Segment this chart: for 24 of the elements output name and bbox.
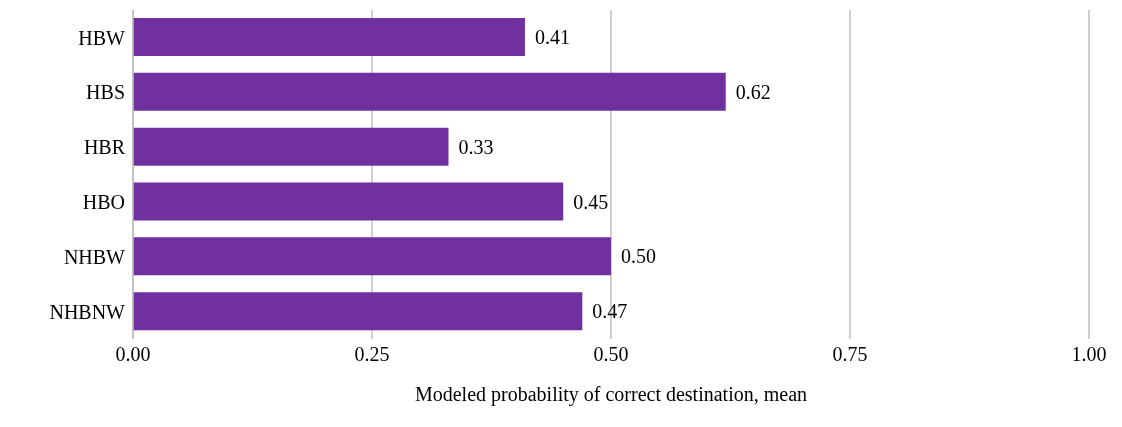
y-tick-label: HBR bbox=[83, 136, 126, 159]
y-tick-label: NHBNW bbox=[49, 300, 126, 323]
data-label: 0.45 bbox=[573, 190, 609, 213]
data-label: 0.50 bbox=[621, 245, 656, 268]
bar bbox=[133, 127, 449, 166]
bar bbox=[133, 237, 611, 276]
data-label: 0.47 bbox=[592, 300, 628, 323]
y-tick-label: HBS bbox=[86, 81, 125, 104]
y-tick-label: HBO bbox=[82, 191, 125, 214]
x-tick-label: 0.25 bbox=[354, 343, 390, 366]
bar bbox=[133, 72, 726, 111]
bar bbox=[133, 292, 583, 331]
x-axis-title: Modeled probability of correct destination, mean bbox=[414, 383, 808, 406]
x-tick-label: 0.00 bbox=[115, 343, 151, 366]
x-tick-label: 0.50 bbox=[593, 343, 629, 366]
bar bbox=[133, 182, 564, 221]
x-tick-label: 1.00 bbox=[1071, 343, 1107, 366]
x-tick-label: 0.75 bbox=[832, 343, 868, 366]
y-tick-label: NHBW bbox=[63, 245, 126, 268]
bar bbox=[133, 18, 525, 56]
data-label: 0.33 bbox=[458, 135, 494, 158]
data-label: 0.41 bbox=[534, 26, 570, 49]
y-tick-label: HBW bbox=[78, 26, 126, 49]
data-label: 0.62 bbox=[735, 80, 771, 103]
